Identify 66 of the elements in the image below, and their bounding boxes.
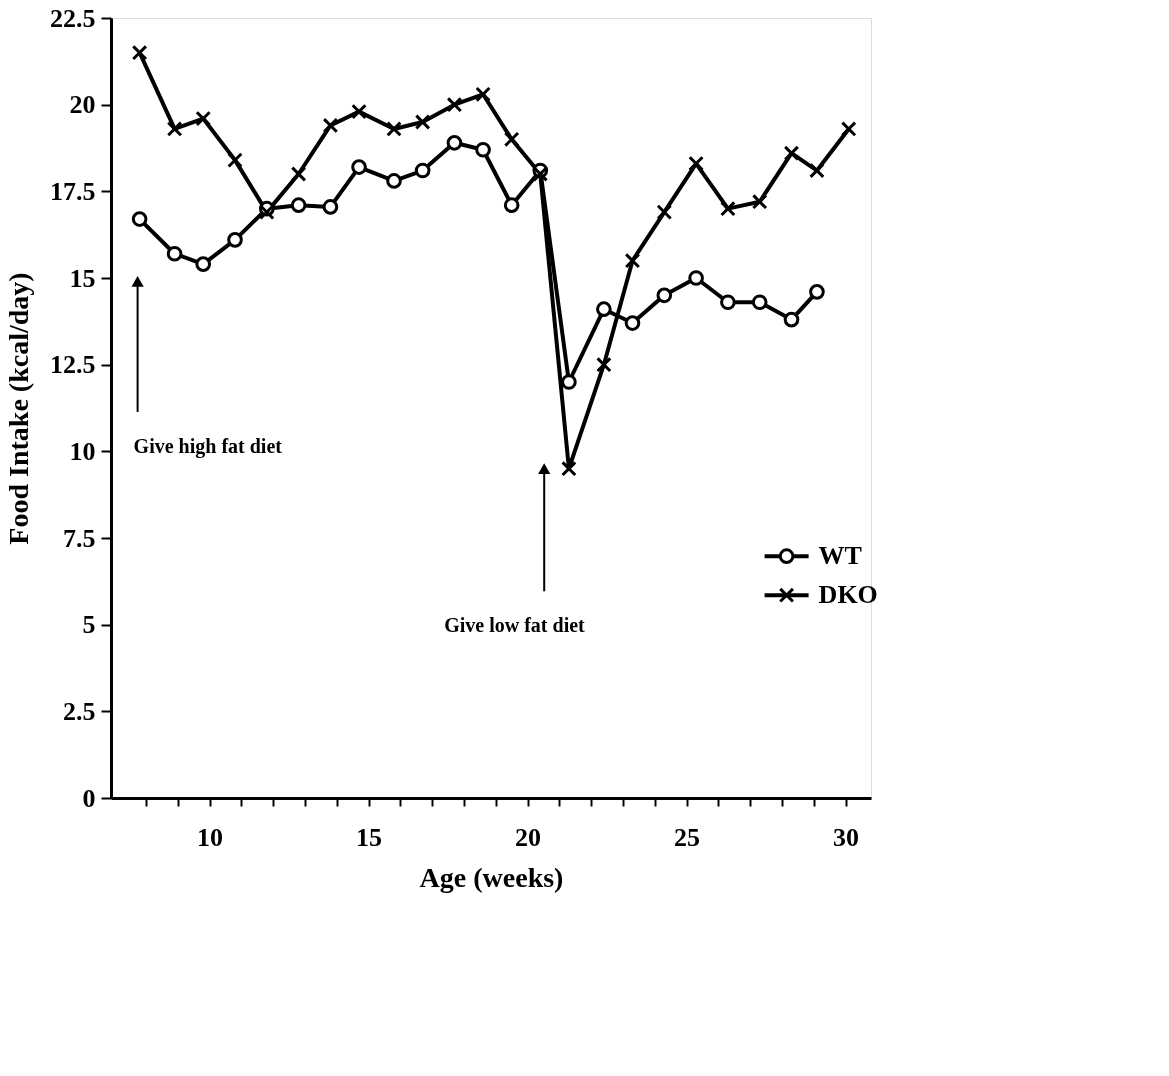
point <box>227 152 243 168</box>
x-tick-label: 15 <box>356 822 383 852</box>
y-tick-label: 5 <box>82 610 96 640</box>
point <box>720 294 736 311</box>
annotation: Give low fat diet <box>444 614 586 637</box>
x-tick-label: 25 <box>674 822 701 852</box>
point <box>386 121 402 137</box>
point <box>414 114 431 130</box>
point <box>290 166 307 182</box>
point <box>596 356 612 373</box>
point <box>131 44 148 61</box>
point <box>624 252 641 269</box>
point <box>322 117 339 134</box>
point <box>688 270 704 286</box>
point <box>351 159 367 175</box>
point <box>322 199 339 215</box>
point <box>809 284 825 300</box>
y-tick-label: 12.5 <box>50 350 96 380</box>
point <box>131 211 148 227</box>
point <box>166 245 183 262</box>
point <box>656 287 673 304</box>
y-tick-label: 22.5 <box>50 3 96 33</box>
point <box>227 232 243 248</box>
point <box>720 200 736 217</box>
point <box>624 315 641 331</box>
y-tick-label: 17.5 <box>50 176 96 206</box>
y-tick-label: 2.5 <box>63 696 96 726</box>
point <box>351 103 367 120</box>
y-tick-label: 10 <box>69 436 96 466</box>
y-tick-label: 0 <box>82 783 96 813</box>
point <box>561 374 577 390</box>
point <box>840 121 857 137</box>
x-tick-label: 20 <box>515 822 542 852</box>
point <box>688 155 704 172</box>
annotation: Give high fat diet <box>133 435 283 458</box>
x-axis-title: Age (weeks) <box>419 861 564 893</box>
y-tick-label: 15 <box>69 263 96 293</box>
point <box>195 256 212 272</box>
point <box>446 96 463 113</box>
point <box>532 166 549 182</box>
y-axis-title: Food Intake (kcal/day) <box>3 272 34 545</box>
point <box>446 134 463 151</box>
point <box>475 86 491 103</box>
point <box>475 141 491 158</box>
point <box>290 197 307 214</box>
legend-label: DKO <box>818 580 878 610</box>
point <box>783 311 800 328</box>
point <box>195 110 212 127</box>
point <box>258 204 275 220</box>
point <box>751 294 768 311</box>
point <box>503 131 520 148</box>
legend-label: WT <box>818 541 862 571</box>
point <box>809 162 825 179</box>
x-tick-label: 30 <box>833 822 860 852</box>
y-tick-label: 7.5 <box>63 523 96 553</box>
point <box>414 162 431 179</box>
y-tick-label: 20 <box>69 90 96 120</box>
point <box>751 193 768 210</box>
point <box>503 197 520 214</box>
point <box>656 204 673 220</box>
x-tick-label: 10 <box>197 822 224 852</box>
point <box>386 173 402 189</box>
point <box>783 145 800 162</box>
point <box>596 301 612 318</box>
point <box>166 121 183 137</box>
point <box>561 460 577 477</box>
